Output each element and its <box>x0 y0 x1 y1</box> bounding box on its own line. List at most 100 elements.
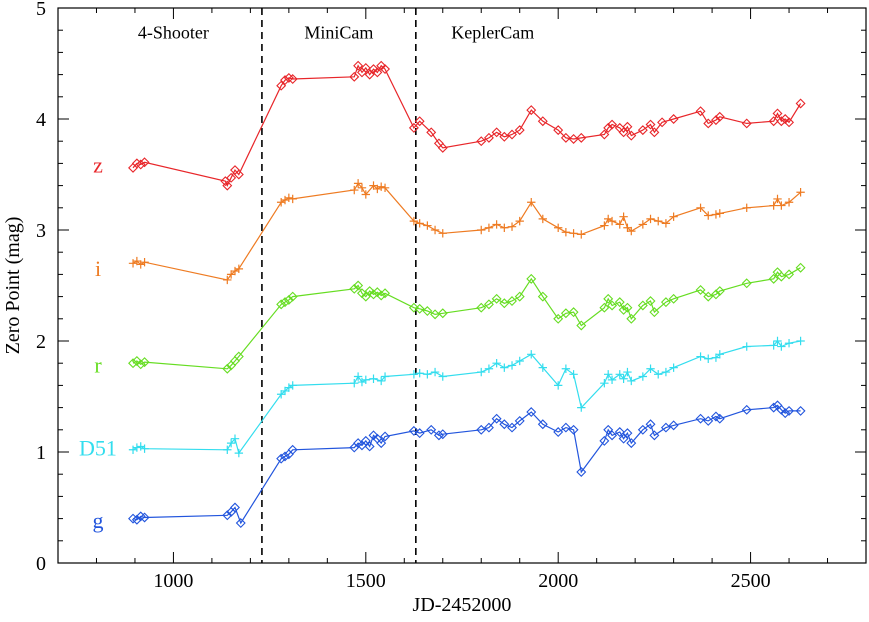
data-point <box>649 307 660 318</box>
data-point <box>660 422 671 433</box>
data-point <box>527 350 536 359</box>
data-point <box>577 230 586 239</box>
data-point <box>622 121 633 132</box>
data-point <box>476 302 487 313</box>
data-point <box>600 378 609 388</box>
data-point <box>568 424 579 435</box>
y-tick-label: 0 <box>36 553 46 575</box>
data-point <box>350 378 359 388</box>
data-point <box>646 214 655 224</box>
data-point <box>364 69 375 80</box>
data-point <box>234 264 244 274</box>
data-point <box>233 351 244 362</box>
data-point <box>514 291 525 302</box>
data-point <box>576 320 587 331</box>
data-point <box>408 302 419 313</box>
data-point <box>569 370 578 379</box>
data-point <box>226 438 236 448</box>
data-point <box>414 303 425 314</box>
data-point <box>368 289 379 300</box>
data-point <box>276 453 287 464</box>
data-point <box>660 297 671 308</box>
band-label: r <box>94 352 102 377</box>
data-point <box>280 297 290 308</box>
data-point <box>132 443 142 452</box>
data-point <box>657 117 668 128</box>
data-point <box>437 308 448 319</box>
data-point <box>599 129 610 140</box>
data-point <box>222 180 233 191</box>
data-point <box>507 296 517 307</box>
data-point <box>376 290 387 301</box>
data-point <box>704 354 713 363</box>
data-point <box>353 280 364 291</box>
data-point <box>607 430 618 441</box>
data-point <box>603 424 614 435</box>
data-point <box>380 288 391 299</box>
data-point <box>619 374 628 383</box>
y-tick-label: 4 <box>36 109 46 131</box>
data-point <box>695 413 706 424</box>
plot-frame <box>57 7 867 564</box>
series-g <box>128 400 806 529</box>
data-point <box>772 108 783 119</box>
band-label: D51 <box>79 436 117 461</box>
data-point <box>526 273 537 284</box>
data-point <box>515 356 524 366</box>
data-point <box>637 424 648 435</box>
data-point <box>654 216 663 226</box>
data-point <box>714 286 725 297</box>
x-tick-label: 2500 <box>731 570 771 592</box>
data-point <box>538 363 547 372</box>
data-point <box>538 214 547 224</box>
data-point <box>500 363 509 372</box>
data-point <box>409 216 419 226</box>
data-point <box>768 273 779 284</box>
series-line <box>132 182 801 281</box>
data-point <box>128 358 139 369</box>
data-point <box>553 125 564 136</box>
data-point <box>742 342 751 351</box>
data-point <box>287 291 298 302</box>
data-point <box>360 62 371 73</box>
data-point <box>560 308 571 319</box>
band-label: i <box>95 256 101 281</box>
data-point <box>136 442 145 451</box>
data-point <box>703 291 714 302</box>
data-point <box>561 364 571 373</box>
data-point <box>618 433 629 444</box>
data-point <box>222 363 233 374</box>
data-point <box>668 114 679 124</box>
data-point <box>560 422 571 433</box>
data-point <box>553 427 564 437</box>
data-point <box>353 60 364 71</box>
data-point <box>637 300 648 311</box>
data-point <box>128 445 138 454</box>
data-point <box>491 293 502 304</box>
data-point <box>372 67 383 78</box>
data-point <box>484 223 494 232</box>
data-point <box>568 134 579 144</box>
data-point <box>576 467 587 477</box>
data-point <box>704 211 713 220</box>
data-point <box>230 434 240 443</box>
data-point <box>499 298 510 309</box>
data-point <box>437 142 448 153</box>
data-point <box>507 222 517 231</box>
y-tick-label: 1 <box>36 442 46 464</box>
data-point <box>507 361 517 370</box>
data-point <box>361 375 371 385</box>
data-point <box>223 445 232 454</box>
data-point <box>515 216 524 226</box>
data-point <box>287 74 298 85</box>
data-point <box>360 291 371 302</box>
data-point <box>230 502 240 513</box>
data-point <box>795 262 806 273</box>
instrument-label: KeplerCam <box>451 22 534 42</box>
data-point <box>288 381 297 390</box>
data-point <box>415 368 424 378</box>
data-point <box>526 105 537 116</box>
data-point <box>226 172 237 183</box>
series-line <box>132 340 801 455</box>
